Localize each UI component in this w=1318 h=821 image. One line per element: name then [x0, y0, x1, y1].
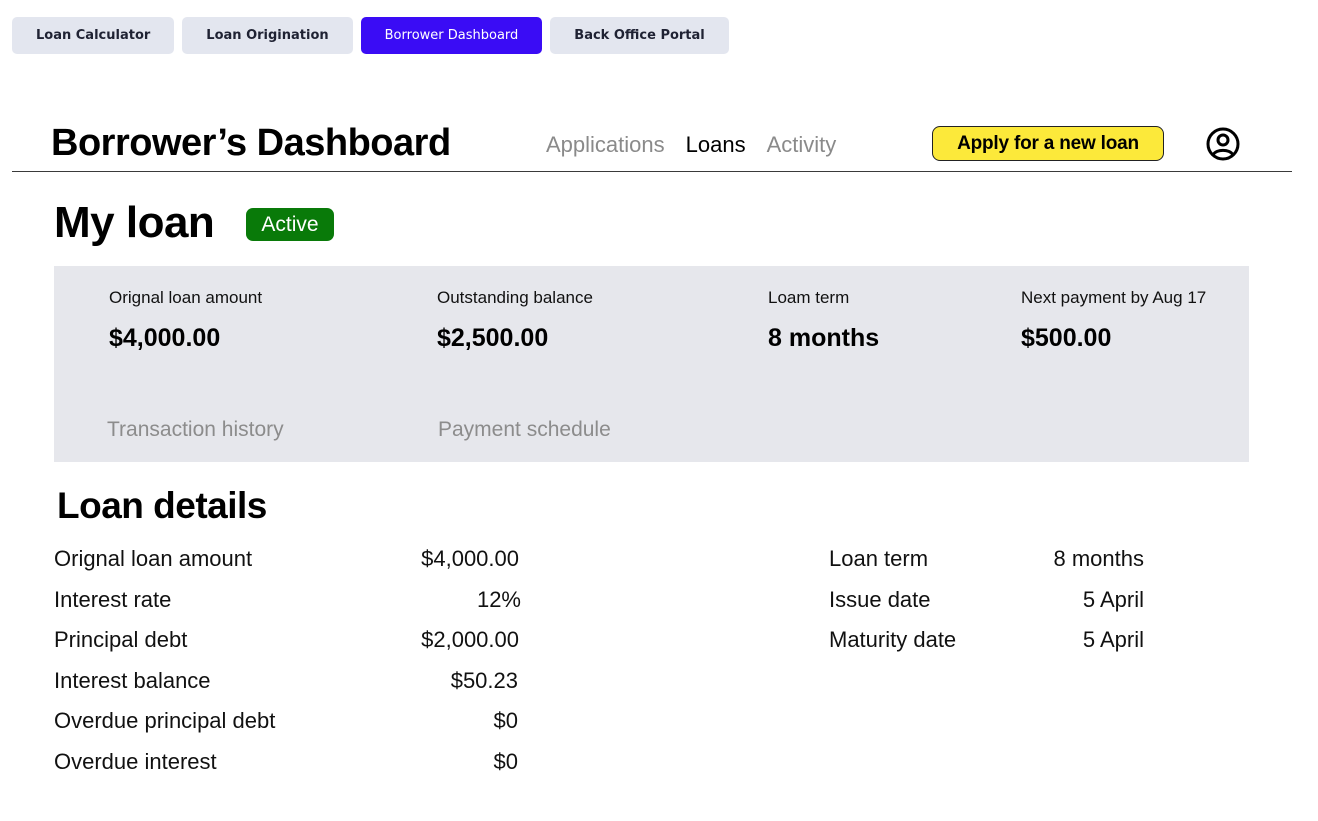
tab-loan-calculator[interactable]: Loan Calculator: [12, 17, 175, 54]
nav-loans[interactable]: Loans: [685, 132, 746, 157]
detail-value: $0: [493, 708, 518, 733]
tab-loan-origination[interactable]: Loan Origination: [182, 17, 353, 54]
detail-value: 5 April: [1082, 587, 1144, 612]
nav-applications[interactable]: Applications: [546, 132, 665, 157]
detail-value: $2,000.00: [421, 627, 519, 652]
detail-label: Overdue interest: [54, 749, 217, 774]
detail-label: Loan term: [829, 546, 929, 571]
detail-label: Orignal loan amount: [54, 546, 253, 571]
header-divider: [12, 171, 1292, 172]
stat-loan-term: Loam term 8 months: [768, 288, 879, 353]
nav-activity[interactable]: Activity: [766, 132, 837, 157]
app-switcher: Loan Calculator Loan Origination Borrowe…: [12, 17, 729, 54]
stat-label: Outstanding balance: [437, 288, 593, 307]
tab-borrower-dashboard[interactable]: Borrower Dashboard: [360, 17, 543, 54]
stat-value: $4,000.00: [109, 324, 221, 352]
detail-value: 12%: [476, 587, 521, 612]
detail-label: Interest balance: [54, 668, 211, 693]
detail-value: $0: [493, 749, 518, 774]
stat-outstanding-balance: Outstanding balance $2,500.00: [437, 288, 593, 353]
stat-value: 8 months: [768, 324, 880, 352]
main-nav: Applications Loans Activity: [546, 131, 836, 159]
detail-value: 5 April: [1082, 627, 1144, 652]
loan-details-title: Loan details: [57, 485, 267, 526]
transaction-history-link[interactable]: Transaction history: [107, 418, 284, 441]
detail-value: $4,000.00: [421, 546, 519, 571]
detail-label: Maturity date: [829, 627, 957, 652]
stat-value: $2,500.00: [437, 324, 549, 352]
detail-label: Overdue principal debt: [54, 708, 276, 733]
detail-value: 8 months: [1053, 546, 1145, 571]
my-loan-title: My loan: [54, 198, 215, 247]
page-title: Borrower’s Dashboard: [51, 122, 451, 164]
detail-label: Issue date: [829, 587, 931, 612]
apply-new-loan-button[interactable]: Apply for a new loan: [932, 126, 1164, 161]
stat-label: Orignal loan amount: [109, 288, 263, 307]
stat-value: $500.00: [1021, 324, 1112, 352]
payment-schedule-link[interactable]: Payment schedule: [438, 418, 611, 441]
stat-label: Next payment by Aug 17: [1021, 288, 1207, 307]
detail-value: $50.23: [450, 668, 518, 693]
stat-original-amount: Orignal loan amount $4,000.00: [109, 288, 262, 353]
user-circle-icon[interactable]: [1205, 126, 1241, 162]
loan-summary-panel: Orignal loan amount $4,000.00 Outstandin…: [54, 266, 1249, 462]
tab-back-office-portal[interactable]: Back Office Portal: [550, 17, 729, 54]
stat-label: Loam term: [768, 288, 850, 307]
detail-label: Principal debt: [54, 627, 188, 652]
status-badge: Active: [246, 208, 334, 241]
stat-next-payment: Next payment by Aug 17 $500.00: [1021, 288, 1206, 353]
detail-label: Interest rate: [54, 587, 172, 612]
